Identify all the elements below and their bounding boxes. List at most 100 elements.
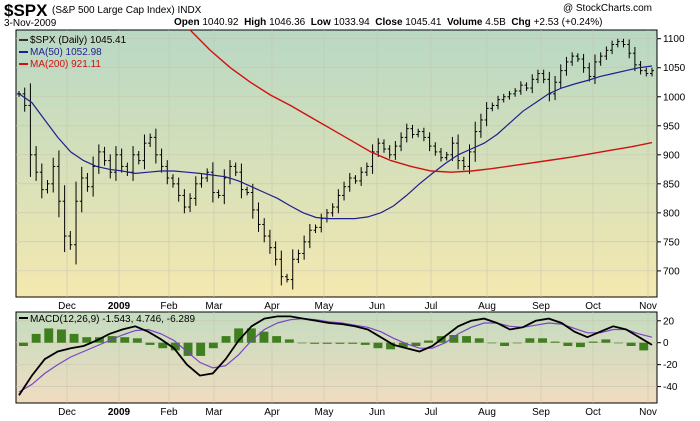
histogram-bar bbox=[31, 333, 41, 343]
ohlc-bar bbox=[461, 156, 466, 171]
ohlc-bar bbox=[91, 156, 96, 197]
histogram-bar bbox=[322, 342, 332, 344]
histogram-bar bbox=[259, 331, 269, 343]
ohlc-bar bbox=[581, 53, 586, 73]
histogram-bar bbox=[348, 342, 358, 344]
ohlc-bar bbox=[513, 88, 518, 97]
histogram-bar bbox=[183, 342, 193, 356]
ohlc-bar bbox=[592, 54, 597, 84]
histogram-bar bbox=[563, 342, 573, 346]
price-y-tick-label: 800 bbox=[663, 208, 680, 219]
ohlc-bar bbox=[342, 181, 347, 201]
ohlc-bar bbox=[250, 183, 255, 219]
ohlc-bar bbox=[205, 168, 210, 182]
ohlc-bar bbox=[290, 249, 295, 290]
histogram-bar bbox=[297, 342, 307, 344]
ohlc-bar bbox=[530, 74, 535, 94]
ohlc-bar bbox=[347, 172, 352, 192]
histogram-bar bbox=[145, 342, 155, 345]
ohlc-bar bbox=[564, 56, 569, 76]
ohlc-bar bbox=[62, 185, 67, 253]
ohlc-bar bbox=[199, 174, 204, 188]
histogram-bar bbox=[614, 342, 623, 344]
ohlc-bar bbox=[404, 123, 409, 143]
histogram-bar bbox=[196, 342, 206, 356]
ohlc-bar bbox=[159, 148, 164, 173]
ohlc-bar bbox=[496, 95, 501, 110]
price-y-tick-label: 750 bbox=[663, 237, 680, 248]
macd-legend-label: MACD(12,26,9) -1.543, 4.746, -6.289 bbox=[30, 314, 196, 325]
price-x-tick-label: Jun bbox=[369, 301, 385, 312]
macd-gridlines bbox=[16, 312, 657, 403]
histogram-bar bbox=[335, 342, 345, 344]
histogram-bar bbox=[120, 337, 130, 343]
price-x-axis: Dec 2009 Feb Mar Apr May Jun Jul Aug Sep Oct Nov bbox=[58, 301, 657, 312]
ohlc-bar bbox=[541, 69, 546, 84]
ohlc-bar bbox=[376, 138, 381, 157]
histogram-bar bbox=[639, 342, 649, 351]
ohlc-bar bbox=[39, 163, 44, 199]
ohlc-bar bbox=[307, 223, 312, 249]
ohlc-bar bbox=[456, 134, 461, 170]
macd-x-tick-label: Apr bbox=[264, 407, 280, 418]
ohlc-bar bbox=[256, 202, 261, 232]
ohlc-bar bbox=[285, 273, 290, 283]
macd-x-tick-label: 2009 bbox=[108, 407, 131, 418]
ohlc-bar bbox=[51, 157, 56, 193]
ohlc-bar bbox=[615, 38, 620, 48]
chg-label: Chg bbox=[511, 17, 531, 28]
ohlc-bar bbox=[148, 133, 153, 148]
open-label: Open bbox=[174, 17, 200, 28]
histogram-bar bbox=[500, 342, 509, 346]
quote-line: Open 1040.92 High 1046.36 Low 1033.94 Cl… bbox=[174, 17, 603, 28]
ohlc-bar bbox=[79, 166, 84, 213]
chart-index-name: (S&P 500 Large Cap Index) INDX bbox=[52, 5, 201, 16]
ohlc-bar bbox=[142, 134, 147, 170]
histogram-bar bbox=[462, 336, 471, 343]
ohlc-bar bbox=[353, 175, 358, 184]
ohlc-bar bbox=[313, 224, 318, 234]
ohlc-bar bbox=[381, 139, 386, 153]
ohlc-bar bbox=[444, 151, 449, 161]
histogram-bar bbox=[44, 328, 54, 343]
macd-signal-line bbox=[18, 317, 653, 393]
ohlc-bar bbox=[575, 53, 580, 62]
macd-legend: MACD(12,26,9) -1.543, 4.746, -6.289 bbox=[19, 314, 196, 325]
price-x-tick-label: Aug bbox=[478, 301, 496, 312]
macd-x-tick-label: Sep bbox=[532, 407, 550, 418]
ohlc-bar bbox=[216, 189, 221, 199]
ohlc-bar bbox=[170, 174, 175, 188]
histogram-bar bbox=[132, 338, 142, 343]
ma200-legend-label: MA(200) 921.11 bbox=[30, 59, 101, 70]
histogram-bar bbox=[234, 328, 244, 343]
ohlc-bar bbox=[644, 67, 649, 77]
ohlc-bar bbox=[598, 52, 603, 66]
macd-line bbox=[18, 315, 653, 396]
price-y-axis: 700 750 800 850 900 950 1000 1050 1100 bbox=[657, 34, 686, 277]
ohlc-bar bbox=[108, 154, 113, 179]
price-x-tick-label: Nov bbox=[639, 301, 657, 312]
macd-y-axis: -40 -20 0 20 bbox=[657, 316, 678, 393]
macd-x-tick-label: Aug bbox=[478, 407, 496, 418]
index-name: (S&P 500 Large Cap Index) bbox=[52, 5, 175, 16]
price-legend: $SPX (Daily) 1045.41 MA(50) 1052.98 MA(2… bbox=[19, 35, 127, 70]
ohlc-bar bbox=[165, 160, 170, 185]
ohlc-bar bbox=[427, 132, 432, 152]
macd-panel bbox=[15, 311, 658, 404]
ohlc-bar bbox=[102, 146, 107, 166]
ohlc-bar bbox=[621, 38, 626, 48]
volume-label: Volume bbox=[447, 17, 483, 28]
macd-x-tick-label: Nov bbox=[639, 407, 657, 418]
ohlc-bar bbox=[176, 177, 181, 202]
ohlc-bar bbox=[296, 249, 301, 264]
price-x-tick-label: May bbox=[315, 301, 334, 312]
ohlc-bar bbox=[535, 69, 540, 84]
ohlc-bars bbox=[17, 38, 654, 290]
macd-x-tick-label: May bbox=[315, 407, 334, 418]
ohlc-bar bbox=[632, 46, 637, 72]
histogram-bar bbox=[487, 342, 497, 344]
ohlc-bar bbox=[233, 162, 238, 177]
ohlc-bar bbox=[524, 82, 529, 91]
price-x-tick-label: Mar bbox=[205, 301, 223, 312]
price-x-tick-label: Apr bbox=[264, 301, 280, 312]
